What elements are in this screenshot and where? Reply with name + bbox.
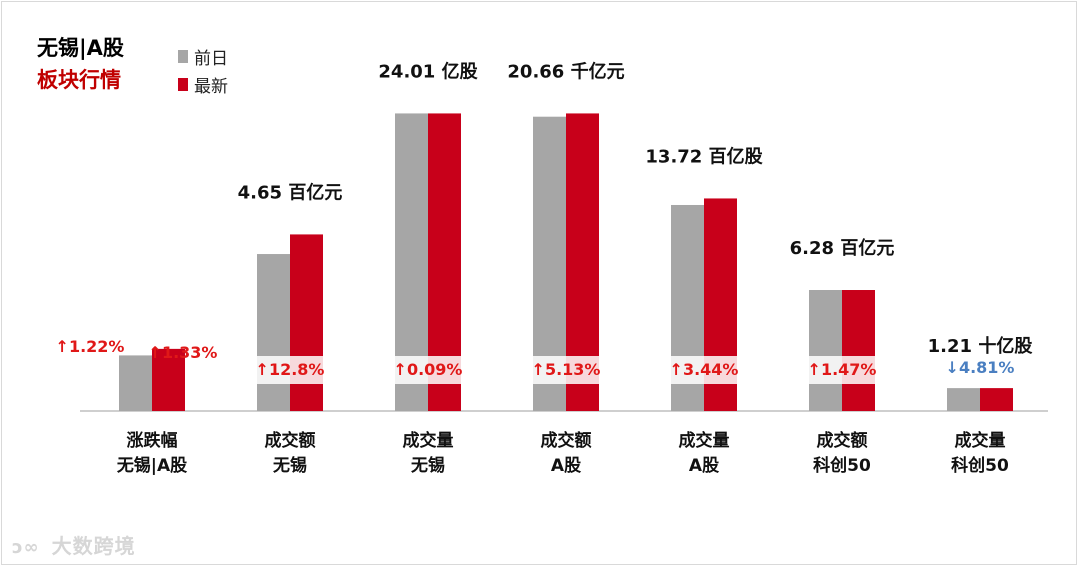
legend-swatch-latest [178,78,188,91]
category-label-3-1: A股 [551,456,581,476]
category-label-0-0: 涨跌幅 [127,430,178,451]
bar-latest-0 [152,348,185,411]
change-label-bg-3 [527,356,605,384]
change-label-bg-4 [665,356,743,384]
change-label-4: ↑3.44% [670,360,739,379]
bar-prev-6 [947,388,980,411]
chart-title-line1: 无锡|A股 [37,36,124,60]
watermark: ↄ∞ 大数跨境 [12,530,136,559]
value-label-5: 6.28 百亿元 [790,237,895,259]
logo-icon: ↄ∞ [12,537,40,558]
category-label-6-0: 成交量 [955,430,1006,451]
change-label-bg-1 [251,356,329,384]
legend-swatch-prev [178,50,188,63]
bar-prev-1 [257,254,290,411]
change-label-2: ↑0.09% [394,360,463,379]
bar-prev-5 [809,290,842,411]
change-label-bg-2 [389,356,467,384]
value-label-1: 4.65 百亿元 [238,181,343,203]
value-label-2: 24.01 亿股 [378,60,478,82]
category-label-2-0: 成交量 [403,430,454,451]
category-label-3-0: 成交额 [541,430,592,451]
change-label-3: ↑5.13% [532,360,601,379]
legend-item-latest: 最新 [178,72,228,97]
watermark-text: 大数跨境 [51,534,136,558]
change-label-0: ↑1.22% [56,337,125,356]
bar-latest-1 [290,234,323,411]
change-label-5: ↑1.47% [808,360,877,379]
value-label-6: 1.21 十亿股 [928,335,1034,357]
legend-item-prev: 前日 [178,44,228,69]
value-label-4: 13.72 百亿股 [645,145,763,167]
change-label-6: ↓4.81% [946,358,1015,377]
category-label-2-1: 无锡 [410,455,445,476]
category-label-4-1: A股 [689,456,719,476]
category-label-1-0: 成交额 [265,430,316,451]
legend-label-prev: 前日 [194,49,228,69]
change-label-bg-5 [803,356,881,384]
bar-prev-0 [119,355,152,411]
category-label-1-1: 无锡 [272,455,307,476]
value-label-3: 20.66 千亿元 [507,60,624,82]
change-label-1: ↑12.8% [256,360,325,379]
category-label-4-0: 成交量 [679,430,730,451]
bar-latest-6 [980,388,1013,411]
chart-title-line2: 板块行情 [37,68,121,92]
change-label-extra: ↑1.33% [149,343,218,362]
category-label-0-1: 无锡|A股 [116,455,187,476]
bar-latest-5 [842,290,875,411]
category-label-6-1: 科创50 [951,455,1009,476]
legend-label-latest: 最新 [194,77,228,97]
category-label-5-1: 科创50 [813,455,871,476]
category-label-5-0: 成交额 [817,430,868,451]
